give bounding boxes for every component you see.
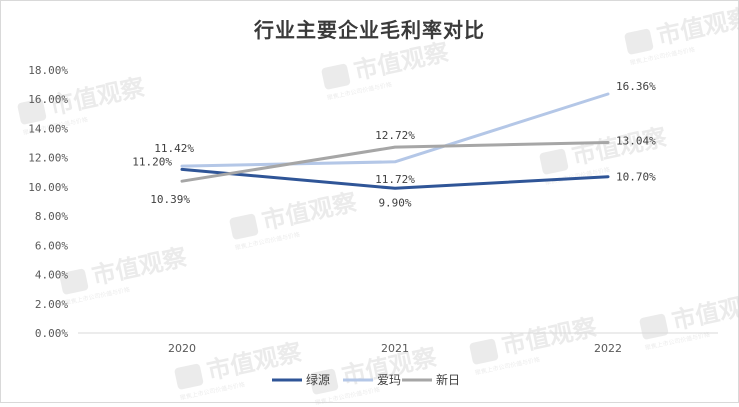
series-line-2: [180, 92, 610, 168]
legend-label: 新日: [436, 372, 460, 387]
y-tick-label: 16.00%: [28, 93, 68, 106]
y-tick-label: 14.00%: [28, 122, 68, 135]
x-tick-label: 2022: [594, 342, 622, 355]
series-line-3: [180, 141, 610, 183]
y-tick-label: 8.00%: [35, 210, 68, 223]
data-label: 11.42%: [154, 142, 194, 155]
series-line-1: [180, 167, 610, 190]
y-tick-label: 6.00%: [35, 239, 68, 252]
y-tick-label: 4.00%: [35, 269, 68, 282]
data-label: 10.39%: [150, 193, 190, 206]
y-tick-label: 2.00%: [35, 298, 68, 311]
data-label: 13.04%: [616, 134, 656, 147]
chart-title: 行业主要企业毛利率对比: [254, 18, 485, 42]
data-label: 10.70%: [616, 171, 656, 184]
data-label: 16.36%: [616, 80, 656, 93]
y-tick-label: 10.00%: [28, 181, 68, 194]
data-label: 9.90%: [378, 196, 411, 209]
x-tick-label: 2020: [168, 342, 196, 355]
data-label: 12.72%: [375, 129, 415, 142]
data-label: 11.20%: [132, 155, 172, 168]
y-tick-label: 18.00%: [28, 64, 68, 77]
legend-label: 爱玛: [377, 373, 401, 387]
data-label: 11.72%: [375, 173, 415, 186]
x-tick-label: 2021: [381, 342, 409, 355]
legend-label: 绿源: [306, 372, 330, 387]
y-tick-label: 12.00%: [28, 152, 68, 165]
y-tick-label: 0.00%: [35, 327, 68, 340]
